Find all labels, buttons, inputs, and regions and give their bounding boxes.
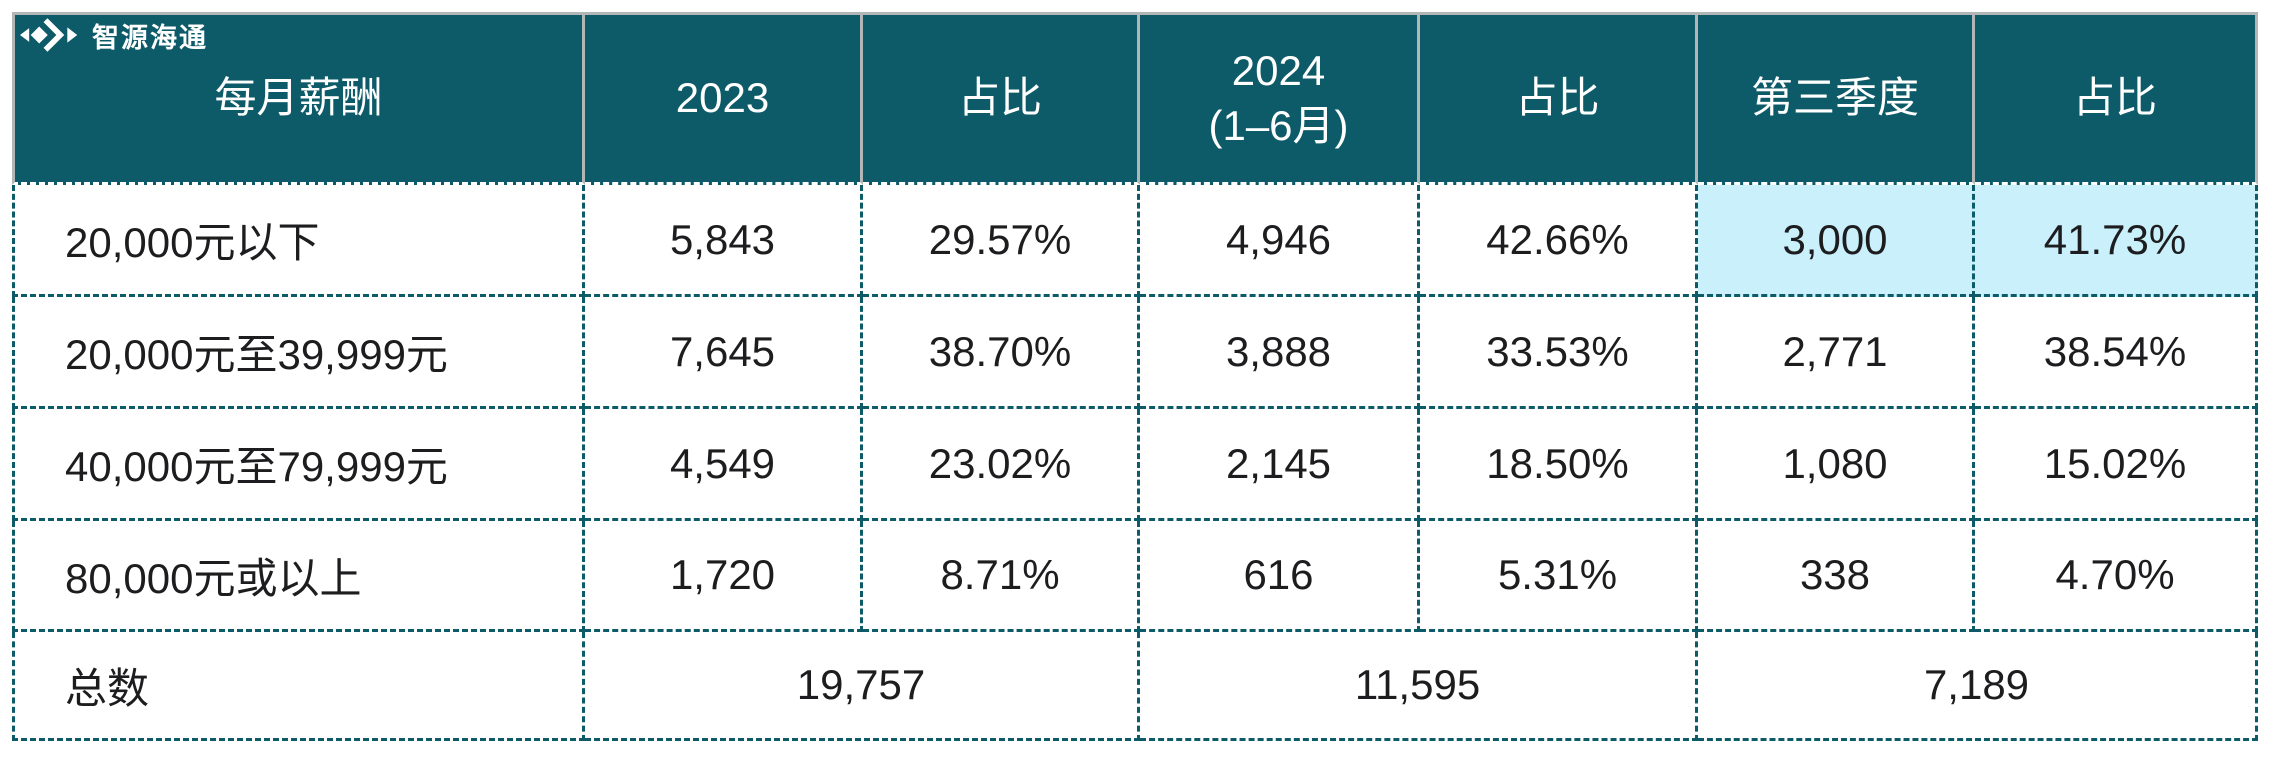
cell-2024-share: 18.50% [1420,409,1698,521]
total-2023: 19,757 [585,632,1140,741]
total-row-label: 总数 [12,632,585,741]
cell-2023-count: 1,720 [585,521,863,632]
cell-q3-count: 2,771 [1698,297,1975,409]
cell-q3-share: 4.70% [1975,521,2258,632]
cell-2023-count: 4,549 [585,409,863,521]
cell-q3-count: 1,080 [1698,409,1975,521]
header-cell-2023: 2023 [585,12,863,185]
header-cell-q3: 第三季度 [1698,12,1975,185]
cell-2024-share: 33.53% [1420,297,1698,409]
cell-2024-share: 5.31% [1420,521,1698,632]
diamond-arrows-logo-icon [20,12,78,58]
cell-q3-share: 38.54% [1975,297,2258,409]
cell-2023-share: 23.02% [863,409,1140,521]
header-cell-share-2023: 占比 [863,12,1140,185]
cell-2023-share: 29.57% [863,185,1140,297]
brand-logo: 智源海通 [20,12,208,58]
total-q3: 7,189 [1698,632,2258,741]
cell-q3-share: 15.02% [1975,409,2258,521]
header-cell-salary: 每月薪酬 [12,12,585,185]
cell-2024-share: 42.66% [1420,185,1698,297]
cell-2024-count: 3,888 [1140,297,1420,409]
row-label: 20,000元至39,999元 [12,297,585,409]
cell-q3-share-highlighted: 41.73% [1975,185,2258,297]
cell-2023-count: 7,645 [585,297,863,409]
header-cell-share-q3: 占比 [1975,12,2258,185]
row-label: 40,000元至79,999元 [12,409,585,521]
brand-name: 智源海通 [92,22,208,53]
row-label: 80,000元或以上 [12,521,585,632]
header-cell-share-2024: 占比 [1420,12,1698,185]
cell-2023-share: 8.71% [863,521,1140,632]
cell-2024-count: 4,946 [1140,185,1420,297]
cell-2023-count: 5,843 [585,185,863,297]
total-2024: 11,595 [1140,632,1698,741]
cell-2023-share: 38.70% [863,297,1140,409]
cell-2024-count: 2,145 [1140,409,1420,521]
salary-distribution-table: 每月薪酬 2023 占比 2024 (1–6月) 占比 第三季度 占比 20,0… [12,12,2258,741]
header-2024-line2: (1–6月) [1208,101,1349,149]
row-label: 20,000元以下 [12,185,585,297]
header-cell-2024: 2024 (1–6月) [1140,12,1420,185]
cell-q3-count: 338 [1698,521,1975,632]
header-2024-line1: 2024 [1231,46,1326,94]
cell-2024-count: 616 [1140,521,1420,632]
cell-q3-count-highlighted: 3,000 [1698,185,1975,297]
